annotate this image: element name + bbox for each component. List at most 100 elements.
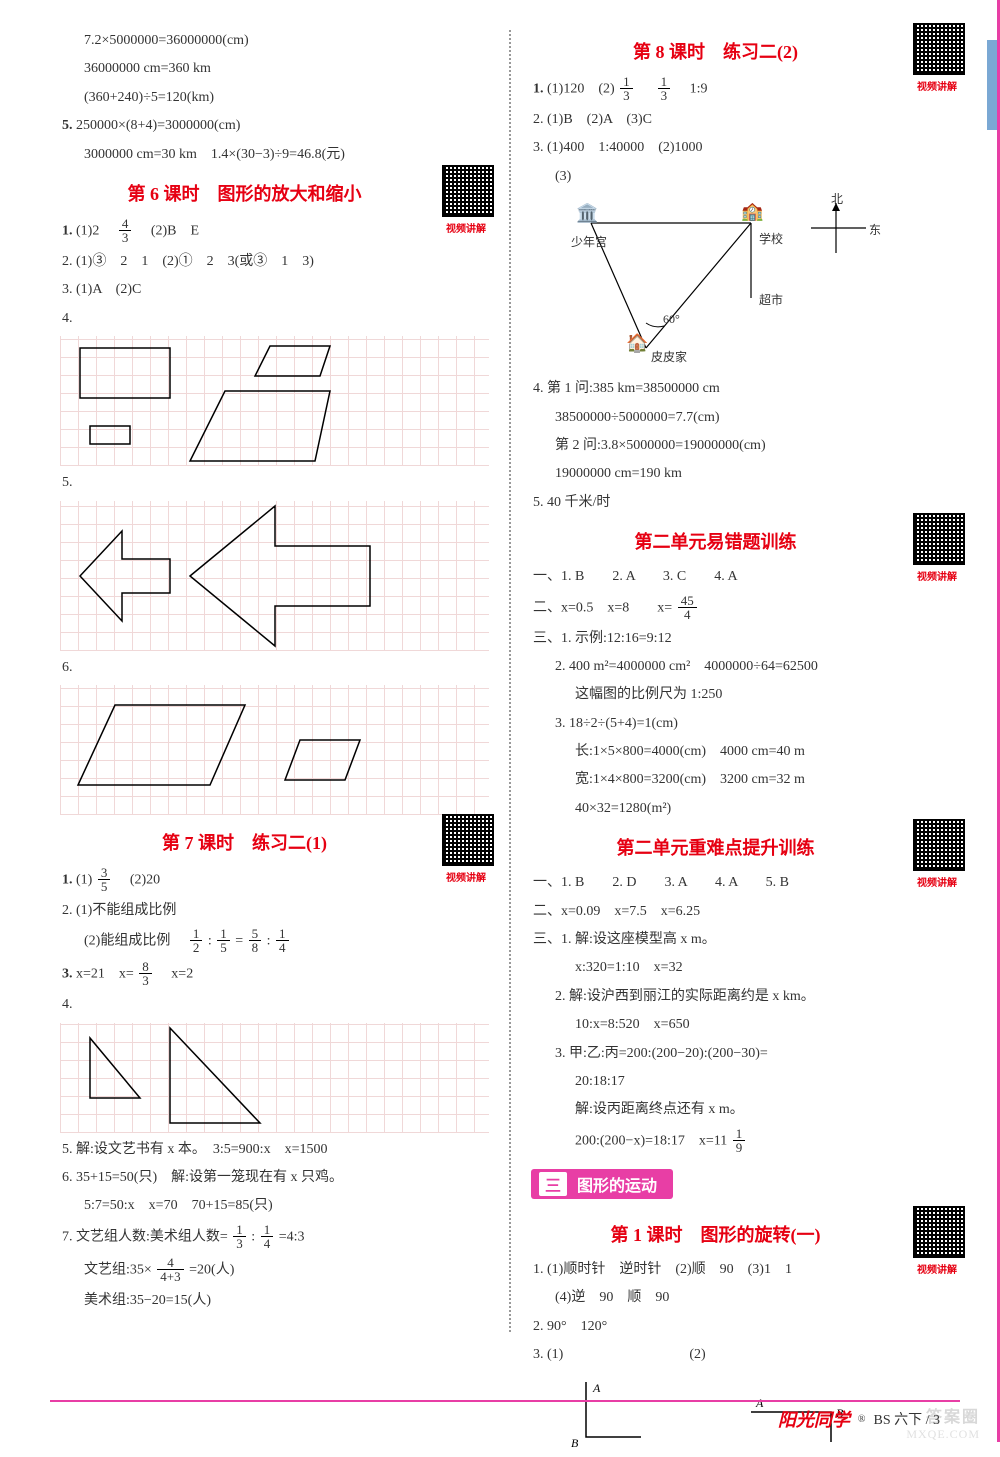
s8-q4d: 19000000 cm=190 km: [531, 463, 960, 485]
unit3-banner: 三 图形的运动: [531, 1161, 960, 1207]
section-6-title: 第 6 课时 图形的放大和缩小 视频讲解: [60, 180, 489, 206]
q5-l2: 3000000 cm=30 km 1.4×(30−3)÷9=46.8(元): [60, 144, 489, 166]
unit3-sec1-title: 第 1 课时 图形的旋转(一) 视频讲解: [531, 1221, 960, 1247]
u2e-l9: 40×32=1280(m²): [531, 798, 960, 820]
intro-line: 36000000 cm=360 km: [60, 58, 489, 80]
s6-q4-label: 4.: [60, 308, 489, 330]
left-column: 7.2×5000000=36000000(cm) 36000000 cm=360…: [60, 30, 509, 1332]
s7-q4-grid: [60, 1023, 489, 1133]
s8-q4b: 38500000÷5000000=7.7(cm): [531, 407, 960, 429]
s8-q2: 2. (1)B (2)A (3)C: [531, 109, 960, 131]
qr-label: 视频讲解: [909, 78, 965, 93]
lab-b: B: [571, 1436, 579, 1450]
school-label: 学校: [759, 230, 783, 247]
unit2-err-title: 第二单元易错题训练 视频讲解: [531, 528, 960, 554]
u2h-l10: 200:(200−x)=18:17 x=11 19: [531, 1128, 960, 1155]
qr-icon[interactable]: [913, 1206, 965, 1258]
u2h-l7: 3. 甲:乙:丙=200:(200−20):(200−30)=: [531, 1043, 960, 1065]
page-tab: [987, 40, 997, 130]
s6-q5-label: 5.: [60, 472, 489, 494]
s8-q5: 5. 40 千米/时: [531, 492, 960, 514]
east-label: 东: [869, 221, 881, 238]
school-icon: 🏫: [741, 201, 763, 222]
u2e-l4: 2. 400 m²=4000000 cm² 4000000÷64=62500: [531, 656, 960, 678]
u2e-l2: 二、x=0.5 x=8 x= 454: [531, 595, 960, 622]
u2e-l7: 长:1×5×800=4000(cm) 4000 cm=40 m: [531, 741, 960, 763]
qr-icon[interactable]: [913, 23, 965, 75]
u2e-l8: 宽:1×4×800=3200(cm) 3200 cm=32 m: [531, 769, 960, 791]
banner-text: 图形的运动: [577, 1178, 657, 1195]
u2h-l6: 10:x=8:520 x=650: [531, 1014, 960, 1036]
u3s1-q2: 2. 90° 120°: [531, 1316, 960, 1338]
market-label: 超市: [759, 291, 783, 308]
s6-q1: 1. (1)2 43 (2)B E: [60, 218, 489, 245]
watermark: 答案圈: [926, 1403, 980, 1427]
s7-q2a: 2. (1)不能组成比例: [60, 900, 489, 922]
reg-mark: ®: [858, 1414, 866, 1425]
u3s1-q1a: 1. (1)顺时针 逆时针 (2)顺 90 (3)1 1: [531, 1259, 960, 1281]
u2e-l1: 一、1. B 2. A 3. C 4. A: [531, 566, 960, 588]
palace-icon: 🏛️: [576, 203, 598, 224]
u2h-l3: 三、1. 解:设这座模型高 x m。: [531, 929, 960, 951]
u3s1-q3: 3. (1) (2): [531, 1344, 960, 1366]
q4-shapes: [60, 336, 489, 466]
north-label: 北: [831, 190, 843, 207]
s7-q1: 1. (1) 35 (2)20: [60, 867, 489, 894]
s8-q3a: 3. (1)400 1:40000 (2)1000: [531, 137, 960, 159]
q5: 5. 250000×(8+4)=3000000(cm): [60, 115, 489, 137]
u2h-l5: 2. 解:设沪西到丽江的实际距离约是 x km。: [531, 986, 960, 1008]
s7-q5: 5. 解:设文艺书有 x 本。 3:5=900:x x=1500: [60, 1139, 489, 1161]
u2h-l4: x:320=1:10 x=32: [531, 957, 960, 979]
section-8-title: 第 8 课时 练习二(2) 视频讲解: [531, 38, 960, 64]
qr-label: 视频讲解: [909, 568, 965, 583]
u2e-l6: 3. 18÷2÷(5+4)=1(cm): [531, 713, 960, 735]
u2e-l3: 三、1. 示例:12:16=9:12: [531, 628, 960, 650]
watermark-url: MXQE.COM: [906, 1427, 980, 1442]
q6-shapes: [60, 685, 489, 815]
u2h-l1: 一、1. B 2. D 3. A 4. A 5. B: [531, 872, 960, 894]
s6-q6-label: 6.: [60, 657, 489, 679]
qr-icon[interactable]: [913, 819, 965, 871]
s7-q3: 3. x=21 x= 83 x=2: [60, 961, 489, 988]
s6-q5-grid: [60, 501, 489, 651]
u2e-l5: 这幅图的比例尺为 1:250: [531, 684, 960, 706]
banner-num: 三: [539, 1172, 567, 1196]
s6-q4-grid: [60, 336, 489, 466]
angle-label: 60°: [663, 312, 680, 327]
qr-label: 视频讲解: [438, 220, 494, 235]
u2h-l8: 20:18:17: [531, 1071, 960, 1093]
qr-icon[interactable]: [442, 814, 494, 866]
lab-a2: A: [755, 1396, 764, 1410]
q5-shapes: [60, 501, 489, 651]
s8-q3b: (3): [531, 166, 960, 188]
intro-line: (360+240)÷5=120(km): [60, 87, 489, 109]
qr-label: 视频讲解: [909, 1261, 965, 1276]
u3s1-q1b: (4)逆 90 顺 90: [531, 1287, 960, 1309]
s7-q2b: (2)能组成比例 12 : 15 = 58 : 14: [60, 928, 489, 955]
intro-line: 7.2×5000000=36000000(cm): [60, 30, 489, 52]
brand-name: 阳光同学: [778, 1406, 850, 1432]
qr-label: 视频讲解: [909, 874, 965, 889]
q4-triangles: [60, 1023, 489, 1133]
s7-q7b: 文艺组:35× 44+3 =20(人): [60, 1257, 489, 1284]
home-label: 皮皮家: [651, 348, 687, 365]
s6-q2: 2. (1)③ 2 1 (2)① 2 3(或③ 1 3): [60, 251, 489, 273]
s8-q4a: 4. 第 1 问:385 km=38500000 cm: [531, 378, 960, 400]
footer-rule: [50, 1400, 960, 1402]
s8-map-diagram: 🏛️ 少年宫 🏫 学校 超市 🏠 皮皮家 60° 北 东: [571, 198, 960, 368]
qr-icon[interactable]: [442, 165, 494, 217]
qr-icon[interactable]: [913, 513, 965, 565]
u2h-l9: 解:设丙距离终点还有 x m。: [531, 1099, 960, 1121]
section-7-title: 第 7 课时 练习二(1) 视频讲解: [60, 829, 489, 855]
home-icon: 🏠: [626, 333, 648, 354]
s8-q1: 1. (1)120 (2) 13 13 1:9: [531, 76, 960, 103]
s7-q7c: 美术组:35−20=15(人): [60, 1290, 489, 1312]
palace-label: 少年宫: [571, 233, 607, 250]
qr-label: 视频讲解: [438, 869, 494, 884]
unit2-hard-title: 第二单元重难点提升训练 视频讲解: [531, 834, 960, 860]
s7-q6a: 6. 35+15=50(只) 解:设第一笼现在有 x 只鸡。: [60, 1167, 489, 1189]
s8-q4c: 第 2 问:3.8×5000000=19000000(cm): [531, 435, 960, 457]
s6-q6-grid: [60, 685, 489, 815]
page-content: 7.2×5000000=36000000(cm) 36000000 cm=360…: [0, 0, 1000, 1392]
u2h-l2: 二、x=0.09 x=7.5 x=6.25: [531, 901, 960, 923]
